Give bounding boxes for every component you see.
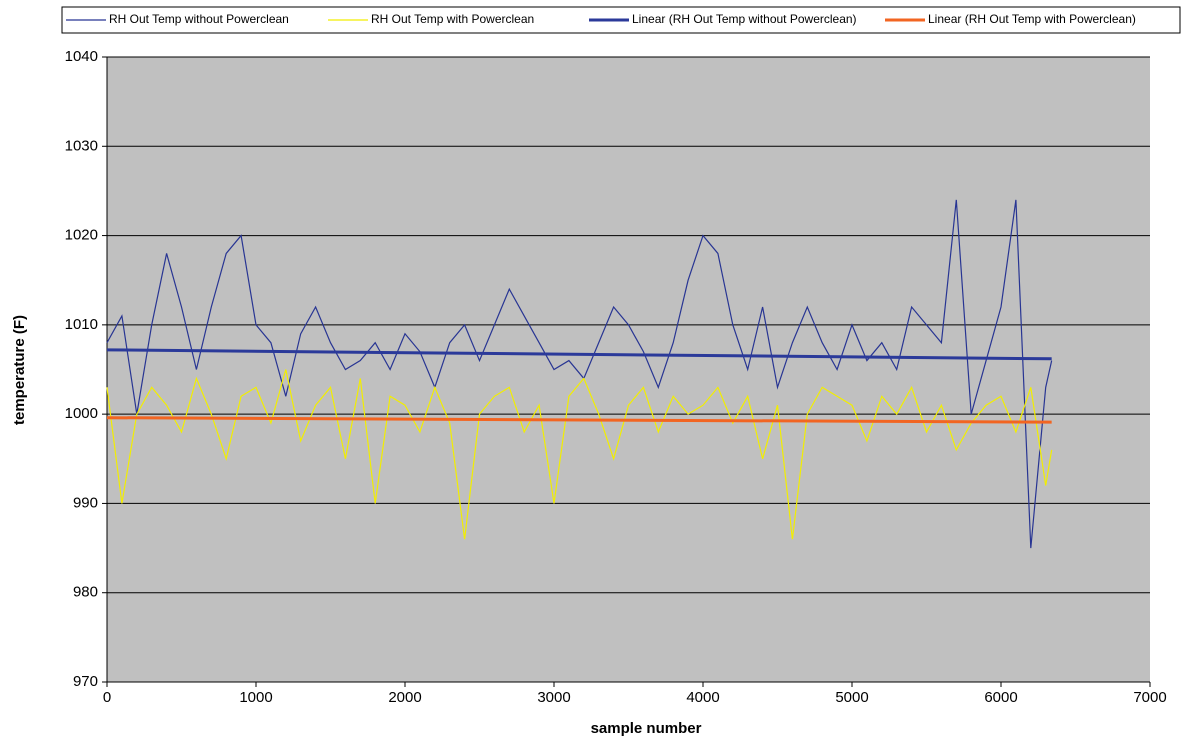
series-line bbox=[106, 369, 1053, 540]
y-tick-label: 1030 bbox=[65, 137, 98, 154]
legend-label: Linear (RH Out Temp without Powerclean) bbox=[632, 12, 857, 26]
x-axis-label: sample number bbox=[591, 720, 702, 737]
series-line bbox=[106, 348, 1052, 361]
legend-label: RH Out Temp with Powerclean bbox=[371, 12, 534, 26]
series-line bbox=[106, 416, 1052, 424]
legend-label: RH Out Temp without Powerclean bbox=[109, 12, 289, 26]
x-tick-label: 1000 bbox=[239, 689, 272, 706]
legend-label: Linear (RH Out Temp with Powerclean) bbox=[928, 12, 1136, 26]
x-tick-label: 0 bbox=[103, 689, 111, 706]
y-tick-label: 1000 bbox=[65, 405, 98, 422]
y-tick-label: 990 bbox=[73, 494, 98, 511]
y-tick-label: 1040 bbox=[65, 48, 98, 65]
y-tick-label: 1020 bbox=[65, 227, 98, 244]
y-tick-label: 980 bbox=[73, 584, 98, 601]
y-tick-label: 1010 bbox=[65, 316, 98, 333]
x-tick-label: 4000 bbox=[686, 689, 719, 706]
y-tick-label: 970 bbox=[73, 673, 98, 690]
x-tick-label: 6000 bbox=[984, 689, 1017, 706]
plot-area bbox=[107, 57, 1150, 682]
x-tick-label: 2000 bbox=[388, 689, 421, 706]
x-tick-label: 7000 bbox=[1133, 689, 1166, 706]
y-axis-label: temperature (F) bbox=[11, 315, 28, 425]
x-tick-label: 5000 bbox=[835, 689, 868, 706]
x-tick-label: 3000 bbox=[537, 689, 570, 706]
